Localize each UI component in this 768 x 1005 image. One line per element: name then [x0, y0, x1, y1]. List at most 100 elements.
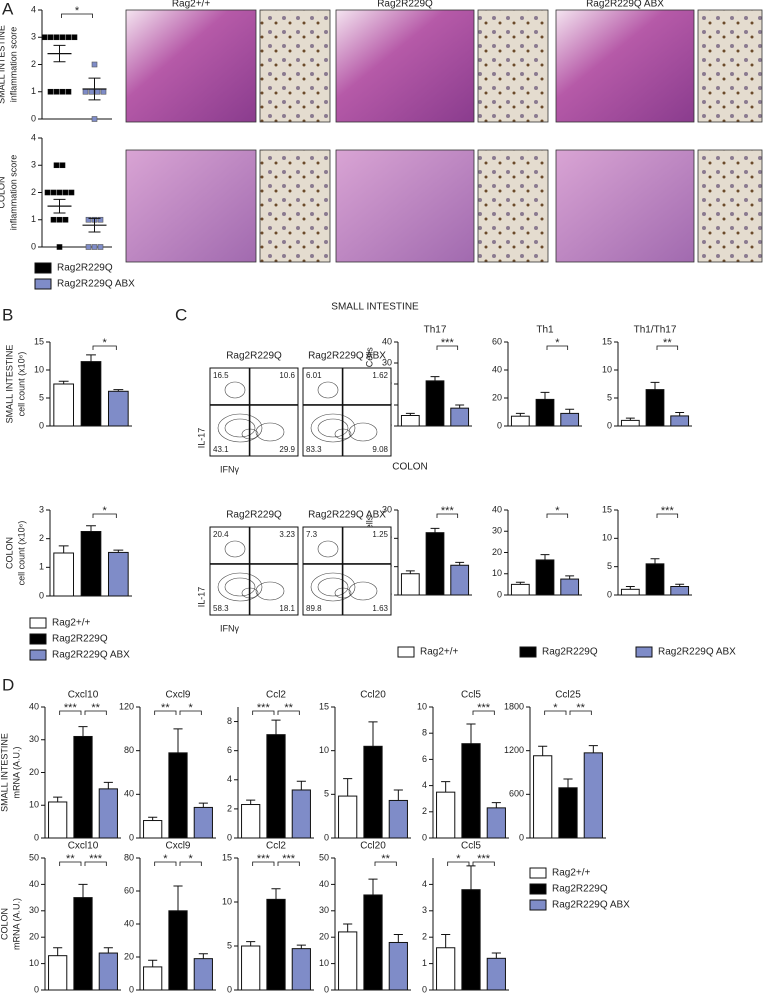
- panel-label: A: [2, 0, 14, 18]
- quadrant-value: 29.9: [279, 445, 295, 454]
- data-point: [100, 88, 107, 95]
- y-tick-label: 8: [422, 728, 427, 738]
- section-title: SMALL INTESTINE: [331, 302, 419, 313]
- quadrant-value: 1.62: [372, 371, 388, 380]
- y-axis-label: COLON: [0, 176, 6, 208]
- y-tick-label: 4: [422, 879, 427, 889]
- error-bar: [393, 789, 403, 801]
- histology-inset: [697, 9, 763, 123]
- significance-bracket: [656, 513, 679, 518]
- significance-bracket: [84, 861, 107, 866]
- bar: [193, 958, 213, 991]
- flow-title: Rag2R229Q ABX: [308, 510, 386, 521]
- error-bar: [53, 796, 63, 802]
- flow-contour: [224, 577, 256, 597]
- y-tick-label: 40: [29, 701, 39, 711]
- y-tick-label: 30: [29, 734, 39, 744]
- flow-title: Rag2R229Q: [226, 510, 282, 521]
- error-bar: [103, 781, 113, 789]
- significance-label: *: [189, 853, 194, 865]
- bar: [53, 383, 75, 427]
- error-bar: [53, 198, 66, 214]
- y-tick-label: 30: [29, 905, 39, 915]
- legend-swatch: [635, 646, 653, 658]
- bar: [363, 745, 383, 839]
- error-bar: [441, 934, 451, 948]
- bar: [48, 801, 68, 839]
- error-bar: [88, 217, 101, 233]
- error-bar: [296, 944, 306, 949]
- chart-title: Ccl2: [266, 841, 286, 852]
- quadrant-value: 20.4: [213, 530, 229, 539]
- legend-label: Rag2R229Q: [57, 263, 113, 274]
- y-tick-label: 30: [319, 905, 329, 915]
- data-point: [44, 189, 51, 196]
- significance-label: **: [381, 853, 390, 865]
- bar: [558, 787, 578, 839]
- chart-title: Ccl5: [461, 841, 481, 852]
- y-tick-label: 5: [39, 392, 44, 402]
- y-tick-label: 0: [31, 241, 36, 251]
- chart-title: Cxcl9: [165, 690, 190, 701]
- error-bar: [625, 417, 635, 421]
- significance-bracket: [277, 710, 300, 715]
- y-tick-label: 0: [422, 984, 427, 994]
- quadrant-gate: [210, 527, 298, 615]
- flow-contour: [224, 381, 246, 399]
- legend-label: Rag2R229Q ABX: [57, 279, 135, 290]
- error-bar: [405, 412, 415, 416]
- data-point: [53, 34, 60, 41]
- y-tick-label: 3: [422, 905, 427, 915]
- error-bar: [78, 726, 88, 737]
- y-tick-label: 0: [31, 113, 36, 123]
- y-axis-label: cell count (x10⁶): [16, 352, 26, 417]
- flow-contour: [217, 572, 263, 602]
- legend-swatch: [397, 646, 415, 658]
- flow-contour: [224, 540, 246, 558]
- data-point: [91, 244, 98, 250]
- bar: [620, 419, 640, 427]
- error-bar: [491, 952, 501, 959]
- quadrant-value: 16.5: [213, 371, 229, 380]
- bar: [535, 559, 555, 596]
- legend-label: Rag2R229Q: [52, 634, 108, 645]
- y-tick-label: 0: [129, 832, 134, 842]
- significance-bracket: [436, 345, 459, 350]
- significance-bracket: [374, 861, 397, 866]
- significance-bracket: [472, 710, 495, 715]
- flow-contour: [348, 581, 378, 601]
- histology-image: [555, 9, 695, 123]
- error-bar: [246, 799, 256, 805]
- error-bar: [563, 778, 573, 788]
- y-axis-label: inflammation score: [8, 27, 18, 103]
- quadrant-value: 9.08: [372, 445, 388, 454]
- data-point: [91, 116, 98, 122]
- legend-swatch: [34, 262, 52, 274]
- bar: [645, 389, 665, 427]
- bar: [533, 755, 553, 839]
- y-tick-label: 40: [319, 879, 329, 889]
- error-bar: [58, 380, 69, 384]
- chart-title: Th1/Th17: [634, 325, 677, 336]
- chart-title: Ccl20: [360, 690, 386, 701]
- error-bar: [78, 883, 88, 898]
- y-tick-label: 40: [124, 918, 134, 928]
- error-bar: [368, 721, 378, 747]
- bar: [107, 390, 129, 427]
- flow-x-axis-label: IFNγ: [220, 623, 239, 633]
- bar: [560, 578, 580, 596]
- histology-image: [125, 149, 257, 263]
- significance-label: ***: [441, 505, 455, 517]
- bar: [168, 910, 188, 991]
- data-point: [94, 88, 101, 95]
- significance-bracket: [92, 345, 117, 350]
- y-tick-label: 30: [492, 526, 502, 536]
- y-tick-label: 1800: [504, 701, 524, 711]
- quadrant-value: 43.1: [213, 445, 229, 454]
- bar: [168, 752, 188, 839]
- significance-bracket: [656, 345, 679, 350]
- histology-images: [125, 9, 763, 263]
- panel-label: C: [175, 305, 187, 324]
- y-axis-label: SMALL INTESTINE: [4, 345, 14, 424]
- flow-plot: [209, 367, 299, 457]
